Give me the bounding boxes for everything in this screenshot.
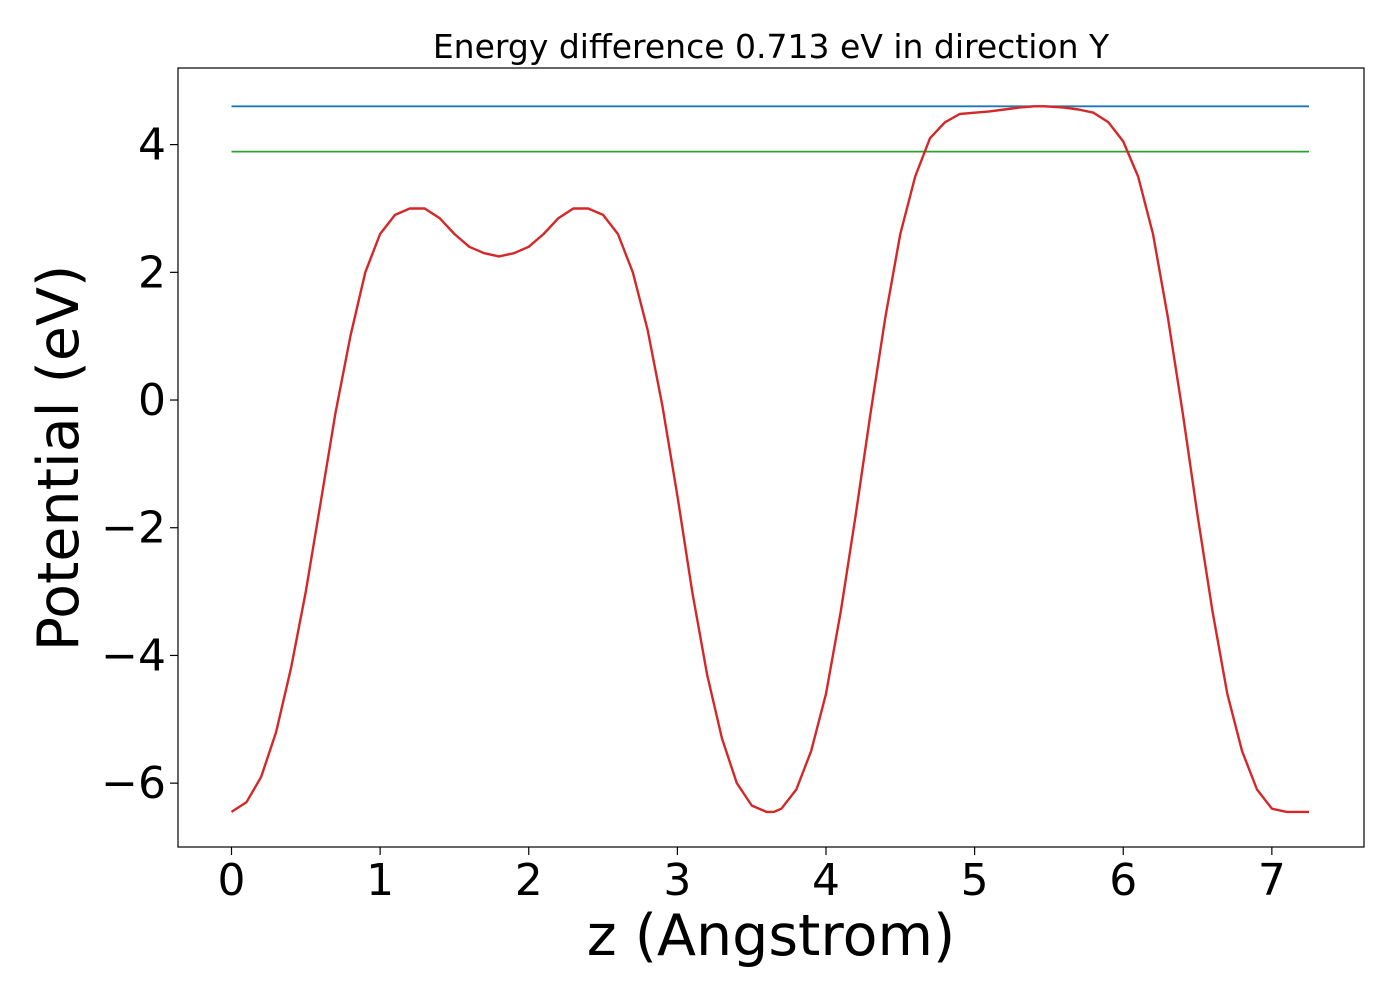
y-axis: −6 −4 −2 0 2 4 (101, 120, 178, 809)
y-tick-label: 0 (138, 375, 166, 426)
series-line-2 (230, 105, 1309, 814)
x-tick-label: 0 (218, 855, 246, 906)
x-tick-label: 2 (515, 855, 543, 906)
x-tick-label: 7 (1258, 855, 1286, 906)
plot-frame (177, 67, 1365, 848)
x-tick-label: 6 (1109, 855, 1137, 906)
y-tick-label: 4 (138, 120, 166, 171)
y-axis-label: Potential (eV) (26, 265, 92, 651)
x-tick-label: 4 (812, 855, 840, 906)
plot-lines (230, 105, 1309, 814)
y-tick-label: −6 (101, 758, 166, 809)
x-axis-label: z (Angstrom) (587, 903, 955, 969)
x-tick-label: 1 (366, 855, 394, 906)
y-tick-label: −4 (101, 630, 166, 681)
x-tick-label: 5 (961, 855, 989, 906)
chart-title: Energy difference 0.713 eV in direction … (433, 27, 1110, 66)
y-tick-label: −2 (101, 503, 166, 554)
x-axis: 0 1 2 3 4 5 6 7 (218, 847, 1286, 906)
x-tick-label: 3 (663, 855, 691, 906)
y-tick-label: 2 (138, 247, 166, 298)
